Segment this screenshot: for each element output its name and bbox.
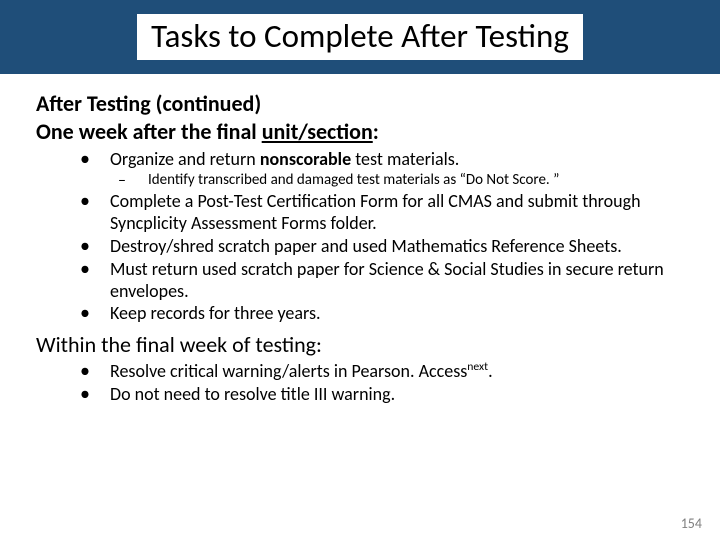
bullet-text-bold: nonscorable [260, 148, 351, 170]
list-item: Destroy/shred scratch paper and used Mat… [80, 236, 684, 258]
heading1-underlined: unit/section [262, 118, 373, 145]
bullet-text: Must return used scratch paper for Scien… [110, 258, 664, 302]
bullet-text: . [488, 360, 493, 382]
slide-title: Tasks to Complete After Testing [137, 14, 583, 60]
slide-number: 154 [681, 515, 702, 532]
list-item: Organize and return nonscorable test mat… [80, 149, 684, 190]
bullet-text: Organize and return [110, 148, 260, 170]
bullet-list-1: Organize and return nonscorable test mat… [36, 149, 684, 325]
bullet-text: Destroy/shred scratch paper and used Mat… [110, 235, 622, 257]
bullet-text: test materials. [351, 148, 459, 170]
list-item: Must return used scratch paper for Scien… [80, 259, 684, 303]
sub-bullet-list: Identify transcribed and damaged test ma… [110, 171, 684, 190]
list-item: Identify transcribed and damaged test ma… [118, 171, 684, 190]
list-item: Do not need to resolve title III warning… [80, 384, 684, 406]
bullet-text: Complete a Post-Test Certification Form … [110, 190, 641, 234]
sub-bullet-text: Identify transcribed and damaged test ma… [148, 171, 559, 189]
list-item: Complete a Post-Test Certification Form … [80, 191, 684, 235]
bullet-text: Keep records for three years. [110, 302, 321, 324]
title-bar: Tasks to Complete After Testing [0, 0, 720, 74]
bullet-list-2: Resolve critical warning/alerts in Pears… [36, 361, 684, 406]
superscript: next [467, 360, 488, 374]
bullet-text: Do not need to resolve title III warning… [110, 383, 395, 405]
heading1-text-before: After Testing (continued) One week after… [36, 90, 262, 145]
list-item: Resolve critical warning/alerts in Pears… [80, 361, 684, 383]
section-heading-2: Within the final week of testing: [36, 331, 684, 359]
list-item: Keep records for three years. [80, 303, 684, 325]
section-heading-1: After Testing (continued) One week after… [36, 90, 684, 145]
heading1-text-after: : [373, 118, 379, 145]
slide-content: After Testing (continued) One week after… [0, 74, 720, 406]
bullet-text: Resolve critical warning/alerts in Pears… [110, 360, 467, 382]
